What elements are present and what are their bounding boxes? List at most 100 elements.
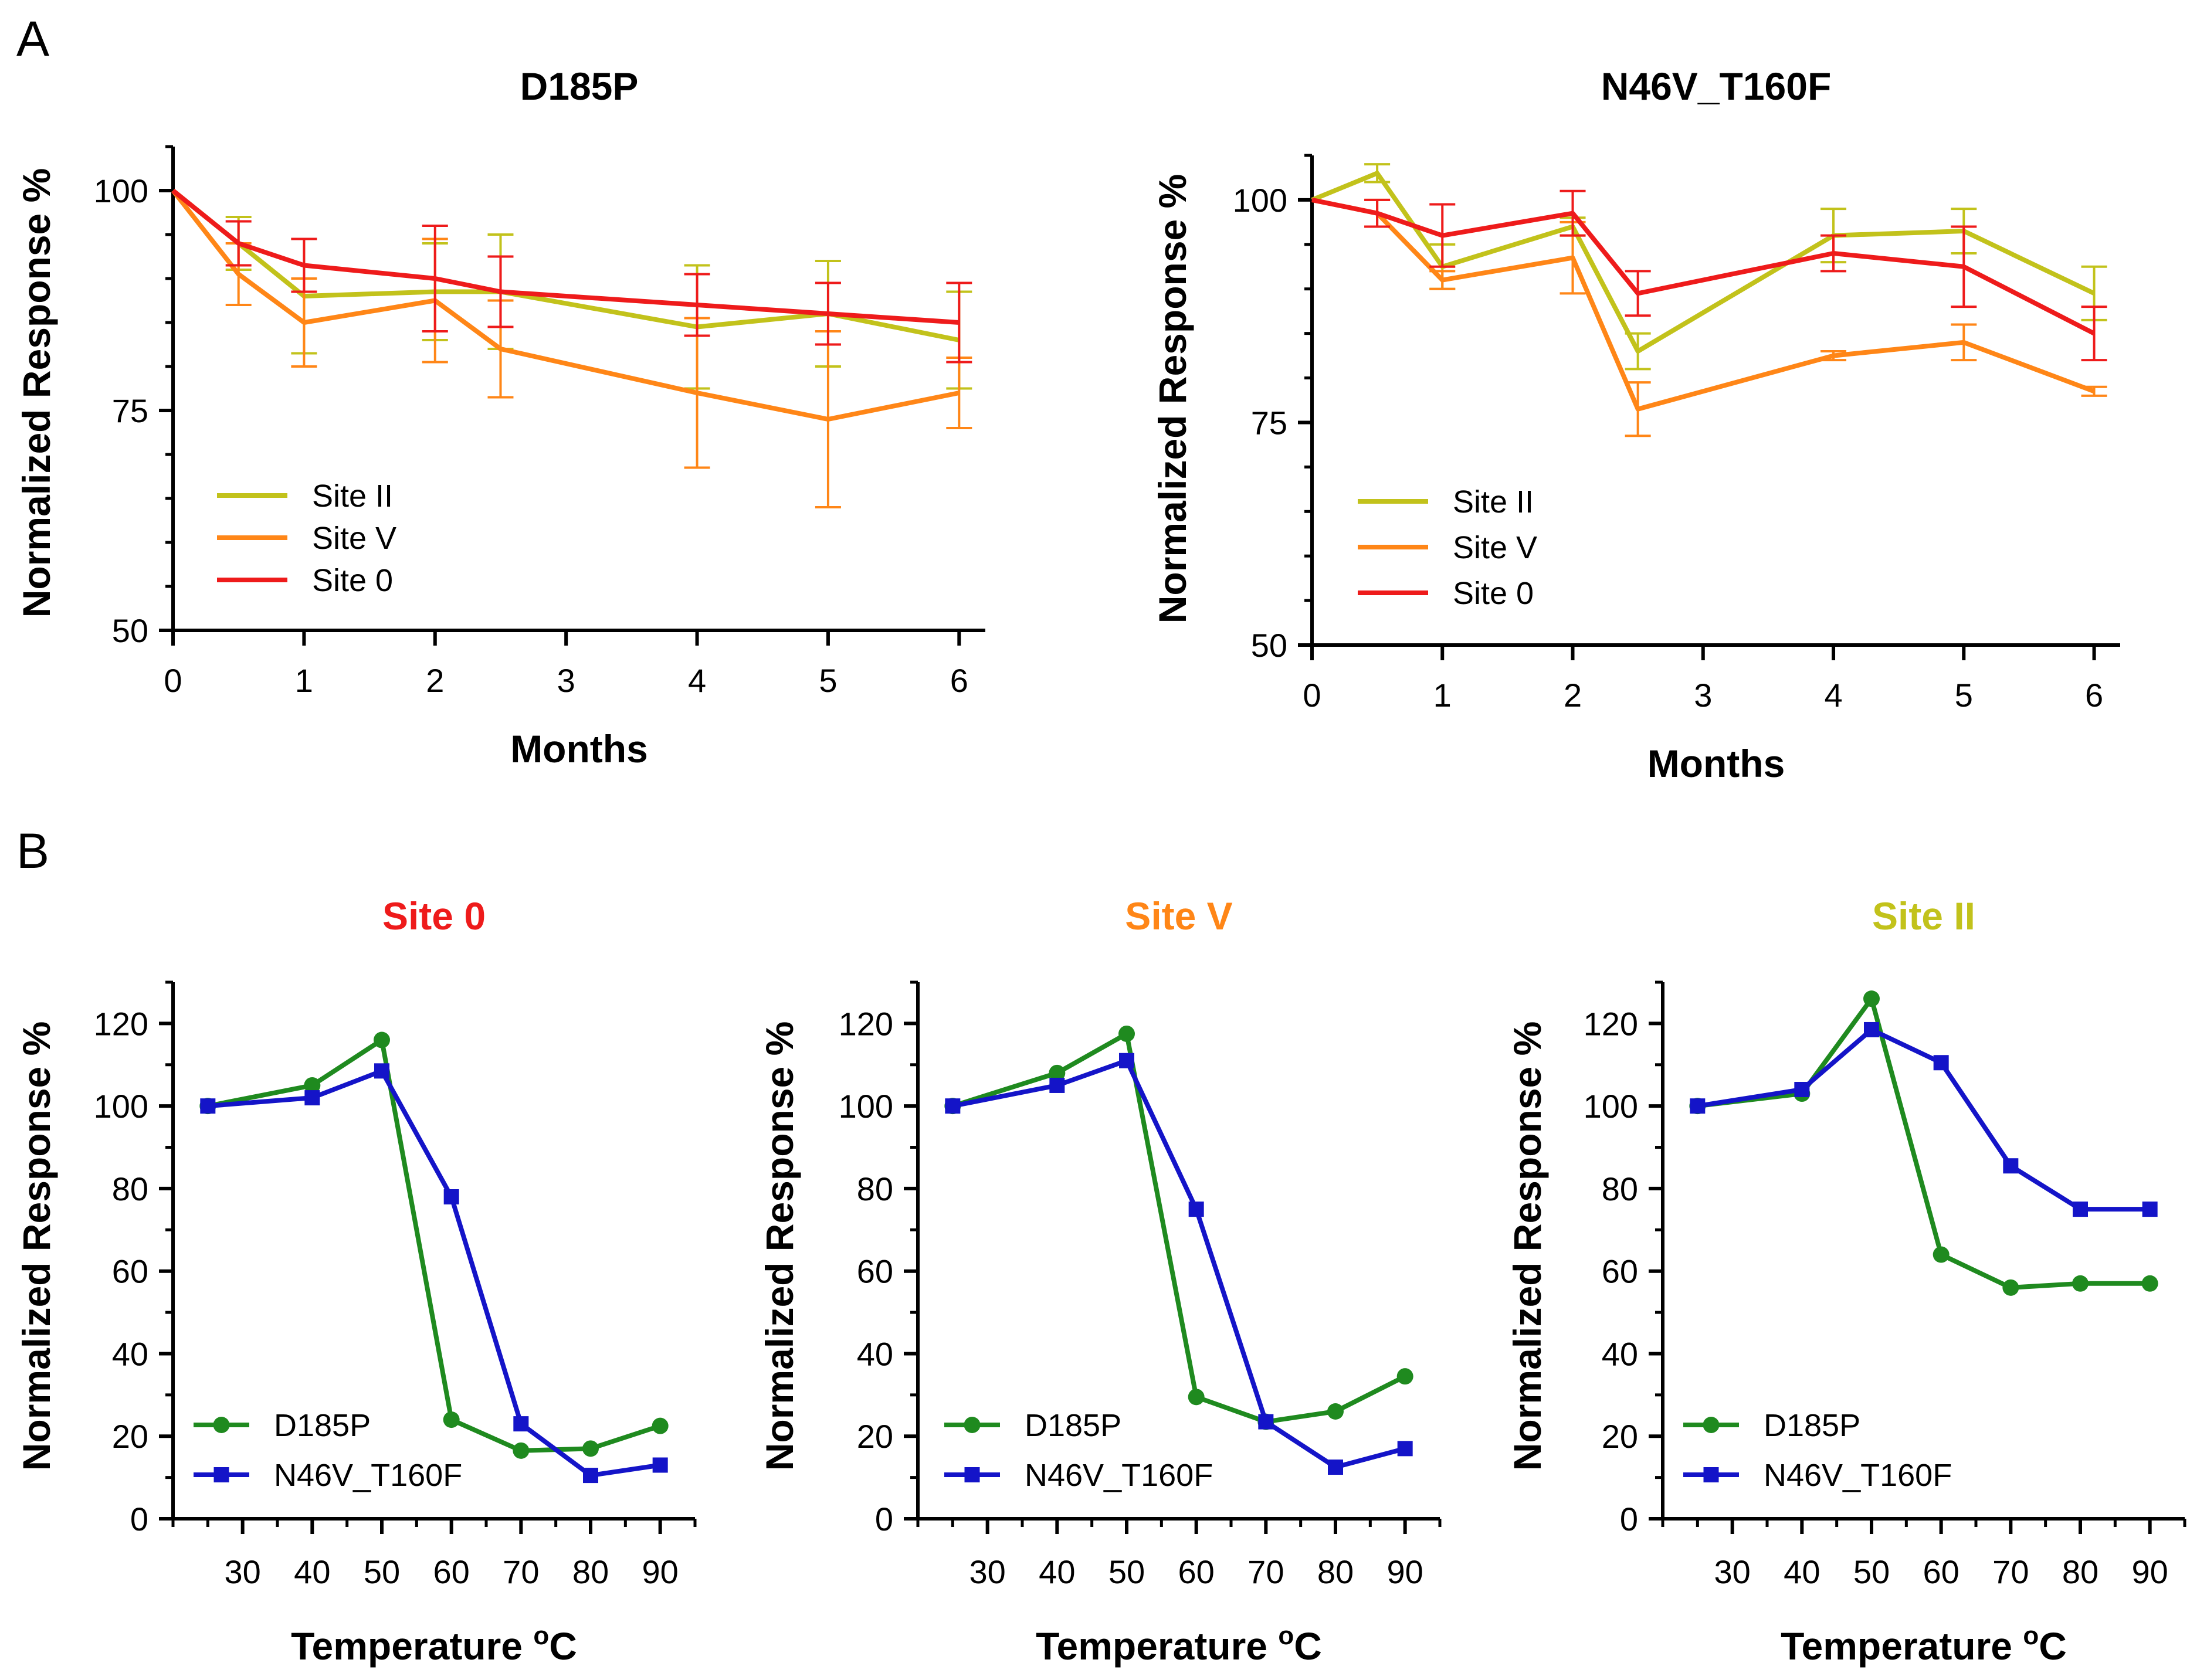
legend-label: D185P [1764,1408,1860,1443]
x-axis-title: Months [510,727,648,771]
x-tick-label: 5 [819,662,837,699]
data-point [304,1077,321,1094]
x-tick-label: 30 [1714,1553,1751,1590]
data-point [945,1098,961,1114]
data-point [443,1411,460,1428]
chart-title: Site II [1872,894,1975,938]
y-tick-label: 100 [1233,182,1287,219]
legend-label: Site II [1453,484,1534,520]
x-tick-label: 40 [1039,1553,1075,1590]
y-tick-label: 20 [112,1418,148,1455]
y-tick-label: 80 [1602,1170,1638,1207]
data-point [1049,1077,1065,1093]
y-tick-label: 50 [112,612,148,649]
data-point [652,1417,669,1434]
legend-label: D185P [1025,1408,1121,1443]
y-axis-title: Normalized Response % [15,168,58,618]
data-point [1328,1460,1343,1475]
data-point [2002,1279,2019,1296]
data-point [1188,1202,1204,1217]
x-tick-label: 3 [1694,677,1712,714]
x-tick-label: 5 [1955,677,1973,714]
x-tick-label: 70 [1247,1553,1284,1590]
data-point [1396,1368,1413,1385]
y-tick-label: 120 [839,1005,893,1042]
data-point [2072,1275,2089,1292]
x-tick-label: 50 [364,1553,400,1590]
x-tick-label: 3 [557,662,575,699]
panel-label-a: A [16,11,49,66]
x-tick-label: 60 [1178,1553,1215,1590]
series-site-0: Site 0 [171,188,972,598]
x-tick-label: 1 [295,662,313,699]
y-axis-title: Normalized Response % [1506,1021,1549,1471]
data-point [1933,1055,1949,1071]
series-line-d185p [1697,996,2150,1290]
y-tick-label: 100 [1584,1088,1638,1125]
chart-site-v-temperature: Site V 0 20 40 60 80 100 120 30 40 50 60 70 80 90 Norma… [758,894,1442,1668]
y-tick-label: 100 [94,1088,148,1125]
x-tick-label: 0 [164,662,182,699]
chart-site-0-temperature: Site 0 0 20 40 60 80 100 120 30 40 50 60 70 80 90 Norma… [15,894,697,1668]
x-tick-label: 60 [1923,1553,1959,1590]
x-tick-label: 60 [433,1553,470,1590]
series-site-ii: Site II [1311,163,2107,520]
y-tick-label: 75 [112,392,148,429]
legend-marker [1703,1467,1719,1482]
y-tick-label: 120 [94,1005,148,1042]
x-tick-label: 80 [572,1553,609,1590]
x-tick-label: 2 [1564,677,1582,714]
y-tick-label: 100 [94,172,148,209]
data-point [1933,1246,1950,1263]
data-point [1397,1441,1413,1457]
series-d185p: D185P [194,1031,669,1459]
data-point [374,1063,389,1079]
y-tick-label: 40 [857,1335,893,1372]
legend-marker [213,1417,230,1433]
data-point [1188,1389,1205,1406]
y-tick-label: 20 [1602,1418,1638,1455]
y-tick-label: 60 [1602,1253,1638,1290]
y-tick-label: 40 [1602,1335,1638,1372]
data-point [513,1416,529,1432]
series-d185p: D185P [944,1025,1413,1443]
series-line-site-ii [1311,171,2096,354]
legend-label: N46V_T160F [274,1458,462,1493]
series-site-v: Site V [171,189,972,556]
x-tick-label: 40 [294,1553,330,1590]
legend-label: Site V [312,521,396,556]
legend-label: N46V_T160F [1764,1458,1952,1493]
x-tick-label: 4 [688,662,706,699]
x-tick-label: 30 [969,1553,1006,1590]
data-point [1863,990,1880,1007]
x-axis-title-superscript: o [2023,1621,2039,1650]
x-tick-label: 1 [1433,677,1452,714]
legend-label: N46V_T160F [1025,1458,1213,1493]
x-axis-title: Temperature oC [1036,1621,1322,1668]
y-tick-label: 50 [1251,627,1287,664]
data-point [200,1098,216,1114]
data-point [304,1090,320,1106]
data-point [2073,1202,2088,1217]
series-site-0: Site 0 [1311,189,2107,611]
y-tick-label: 80 [857,1170,893,1207]
x-axis-title-superscript: o [1278,1621,1294,1650]
legend-marker [213,1467,229,1482]
data-point [513,1442,530,1459]
series-line-site-v [1311,197,2095,412]
x-tick-label: 6 [950,662,968,699]
data-point [1690,1098,1706,1114]
x-axis-title-main: Temperature [1781,1624,2023,1668]
y-tick-label: 0 [1620,1501,1638,1538]
y-tick-label: 60 [112,1253,148,1290]
x-axis-title-main: Temperature [291,1624,533,1668]
chart-d185p-months: D185P 50 75 100 0 1 2 3 4 5 6 Normalized Response %… [15,65,985,771]
y-axis-title: Normalized Response % [15,1021,58,1471]
data-point [583,1468,598,1484]
x-tick-label: 50 [1853,1553,1890,1590]
x-tick-label: 90 [2132,1553,2168,1590]
y-axis-title: Normalized Response % [1151,174,1194,624]
x-tick-label: 90 [642,1553,679,1590]
legend-label: Site V [1453,530,1537,565]
